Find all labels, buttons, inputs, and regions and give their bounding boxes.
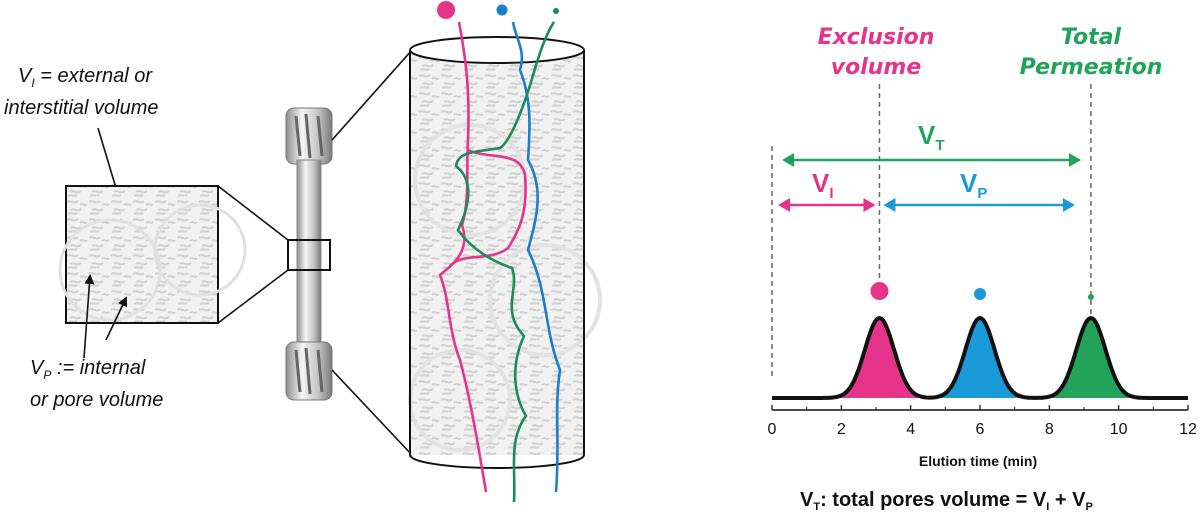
svg-text:Total: Total (1061, 25, 1122, 50)
zoom-region-marker (287, 239, 331, 271)
hplc-column (285, 107, 333, 401)
vi-arrow-head-left (778, 198, 790, 212)
small-molecule-path (454, 21, 556, 503)
large-molecule-dot (437, 1, 455, 19)
large-molecule-path (438, 21, 488, 493)
vt-label: VT (918, 120, 945, 154)
vt-arrow-head-right (1068, 153, 1081, 167)
svg-text:or pore volume: or pore volume (30, 389, 163, 411)
svg-text:Permeation: Permeation (1020, 55, 1163, 80)
total-permeation-label: Total Permeation (1020, 25, 1163, 80)
peak-fill-3 (1042, 318, 1140, 398)
chromatogram: 0 2 4 6 8 10 12 (768, 84, 1197, 438)
medium-molecule-path (511, 21, 562, 493)
peak-marker-dot-1 (870, 282, 889, 300)
vi-arrow-head-right (863, 198, 876, 212)
peak-marker-dot-3 (1087, 294, 1094, 300)
formula: VT: total pores volume = VI + VP (800, 489, 1093, 513)
x-tick-label-8: 8 (1045, 421, 1054, 438)
vp-arrow-head-left (883, 198, 896, 212)
x-tick-label-2: 2 (837, 421, 846, 438)
x-tick-label-6: 6 (976, 421, 985, 438)
chromatogram-trace (772, 315, 1188, 400)
x-tick-label-12: 12 (1179, 421, 1197, 438)
peak-marker-dot-2 (974, 288, 986, 300)
x-axis-label: Elution time (min) (919, 453, 1037, 469)
svg-text:VP := internal: VP := internal (30, 357, 146, 382)
vt-arrow-head-left (782, 153, 794, 167)
enlarged-column-cylinder (408, 36, 602, 469)
exclusion-volume-label: Exclusion volume (818, 25, 935, 80)
peak-fill-1 (830, 318, 928, 398)
vp-chart-label: VP (960, 168, 987, 202)
small-molecule-dot (553, 8, 559, 14)
svg-text:Exclusion: Exclusion (818, 25, 935, 50)
vi-chart-label: VI (812, 168, 834, 202)
x-tick-label-0: 0 (768, 421, 777, 438)
vp-pointer-arrow-2 (105, 296, 128, 341)
large-molecule-path-detour (449, 148, 527, 267)
medium-molecule-dot (496, 4, 508, 16)
peak-fill-2 (931, 318, 1029, 398)
svg-text:VI = external or: VI = external or (18, 65, 153, 90)
zoom-detail-box (58, 185, 289, 324)
vi-label: VI = external or interstitial volume (4, 65, 159, 119)
vp-label: VP := internal or pore volume (30, 357, 163, 411)
vp-arrow-head-right (1062, 198, 1075, 212)
vp-pointer-arrow-1 (83, 274, 95, 359)
svg-text:interstitial volume: interstitial volume (4, 97, 159, 119)
x-tick-label-4: 4 (906, 421, 915, 438)
x-tick-label-10: 10 (1110, 421, 1128, 438)
svg-text:volume: volume (831, 55, 922, 80)
